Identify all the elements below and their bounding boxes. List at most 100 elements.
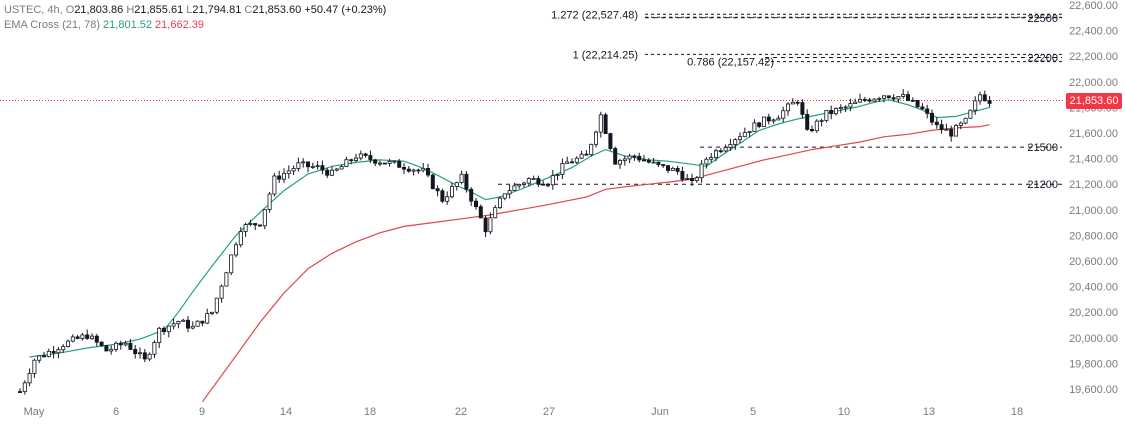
candle-body	[46, 351, 51, 357]
candle-body	[224, 272, 229, 287]
candle-body	[200, 320, 205, 324]
candle-body	[694, 177, 699, 182]
time-tick-label: 6	[113, 406, 119, 418]
candle-body	[886, 95, 891, 99]
candle-body	[128, 342, 133, 350]
candle-body	[56, 349, 61, 354]
ohlc-legend[interactable]: USTEC, 4h, O21,803.86 H21,855.61 L21,794…	[4, 3, 386, 17]
candle-body	[690, 177, 695, 182]
candle-body	[949, 128, 954, 137]
candle-body	[421, 168, 426, 171]
candle-body	[382, 162, 387, 165]
candle-body	[339, 166, 344, 170]
candle-body	[109, 348, 114, 352]
candle-body	[699, 163, 704, 179]
indicator-name: EMA Cross (21, 78)	[4, 19, 100, 31]
candle-body	[214, 297, 219, 313]
candle-body	[718, 150, 723, 153]
candle-body	[901, 94, 906, 97]
candle-body	[406, 168, 411, 172]
time-tick-label: 14	[280, 406, 292, 418]
candle-body	[982, 94, 987, 102]
candle-body	[320, 165, 325, 171]
candle-body	[661, 164, 666, 166]
low-label: L	[186, 4, 193, 16]
candle-body	[685, 177, 690, 180]
candle-body	[810, 129, 815, 132]
candle-body	[118, 342, 123, 346]
price-axis[interactable]: 22,600.0022,400.0022,200.0022,000.0021,8…	[1069, 0, 1118, 396]
candle-body	[757, 122, 762, 127]
candle-body	[27, 373, 32, 384]
price-tick-label: 22,200.00	[1069, 51, 1118, 63]
candle-body	[238, 231, 243, 246]
candle-body	[963, 117, 968, 124]
candle-body	[334, 168, 339, 171]
candle-body	[858, 99, 863, 103]
candle-body	[397, 160, 402, 168]
candle-body	[704, 158, 709, 165]
candle-body	[353, 157, 358, 161]
candle-body	[637, 155, 642, 161]
candle-body	[666, 165, 671, 171]
candle-body	[526, 178, 531, 184]
candle-body	[229, 254, 234, 274]
candle-body	[70, 336, 75, 342]
candle-body	[449, 186, 454, 198]
last-price-tag: 21,853.60	[1066, 93, 1122, 109]
candle-body	[862, 99, 867, 101]
ema-fast-value: 21,801.52	[103, 19, 152, 31]
candle-body	[723, 147, 728, 152]
candle-body	[190, 325, 195, 329]
candle-body	[209, 311, 214, 314]
candle-body	[425, 168, 430, 176]
indicator-legend[interactable]: EMA Cross (21, 78) 21,801.52 21,662.39	[4, 18, 204, 32]
candle-body	[473, 200, 478, 208]
candle-body	[507, 190, 512, 195]
price-tick-label: 21,600.00	[1069, 128, 1118, 140]
candle-body	[483, 217, 488, 233]
price-tick-label: 21,400.00	[1069, 154, 1118, 166]
candle-body	[185, 319, 190, 329]
candle-body	[166, 325, 171, 333]
candle-body	[766, 116, 771, 122]
candle-body	[363, 153, 368, 156]
candle-body	[632, 155, 637, 158]
candle-body	[651, 161, 656, 164]
candle-body	[934, 121, 939, 126]
candle-body	[176, 320, 181, 325]
candle-body	[205, 313, 210, 324]
candle-body	[401, 166, 406, 170]
candle-body	[459, 173, 464, 183]
candle-body	[891, 97, 896, 100]
candle-body	[502, 193, 507, 199]
ema-slow-line	[201, 124, 990, 403]
price-tick-label: 19,800.00	[1069, 358, 1118, 370]
candle-body	[17, 391, 22, 393]
time-axis[interactable]: May 6 9 14 18 22 27 Jun 5 10 13 18	[24, 406, 1024, 418]
candle-body	[411, 169, 416, 172]
candle-body	[392, 160, 397, 163]
candle-body	[94, 335, 99, 343]
candle-body	[291, 168, 296, 172]
candle-body	[968, 109, 973, 119]
candle-body	[939, 124, 944, 130]
time-tick-label: 18	[1011, 406, 1023, 418]
candle-body	[277, 175, 282, 180]
candle-body	[75, 336, 80, 339]
candle-body	[435, 188, 440, 192]
candle-body	[795, 101, 800, 104]
candle-body	[262, 209, 267, 227]
candle-body	[66, 340, 71, 347]
ema-layer	[29, 99, 990, 403]
candle-body	[589, 143, 594, 156]
price-tick-label: 20,200.00	[1069, 307, 1118, 319]
candle-body	[805, 113, 810, 130]
candle-body	[469, 188, 474, 202]
low-value: 21,794.81	[192, 4, 242, 16]
candle-body	[257, 224, 262, 227]
candle-body	[310, 166, 315, 168]
candle-body	[920, 106, 925, 110]
candle-body	[512, 185, 517, 191]
